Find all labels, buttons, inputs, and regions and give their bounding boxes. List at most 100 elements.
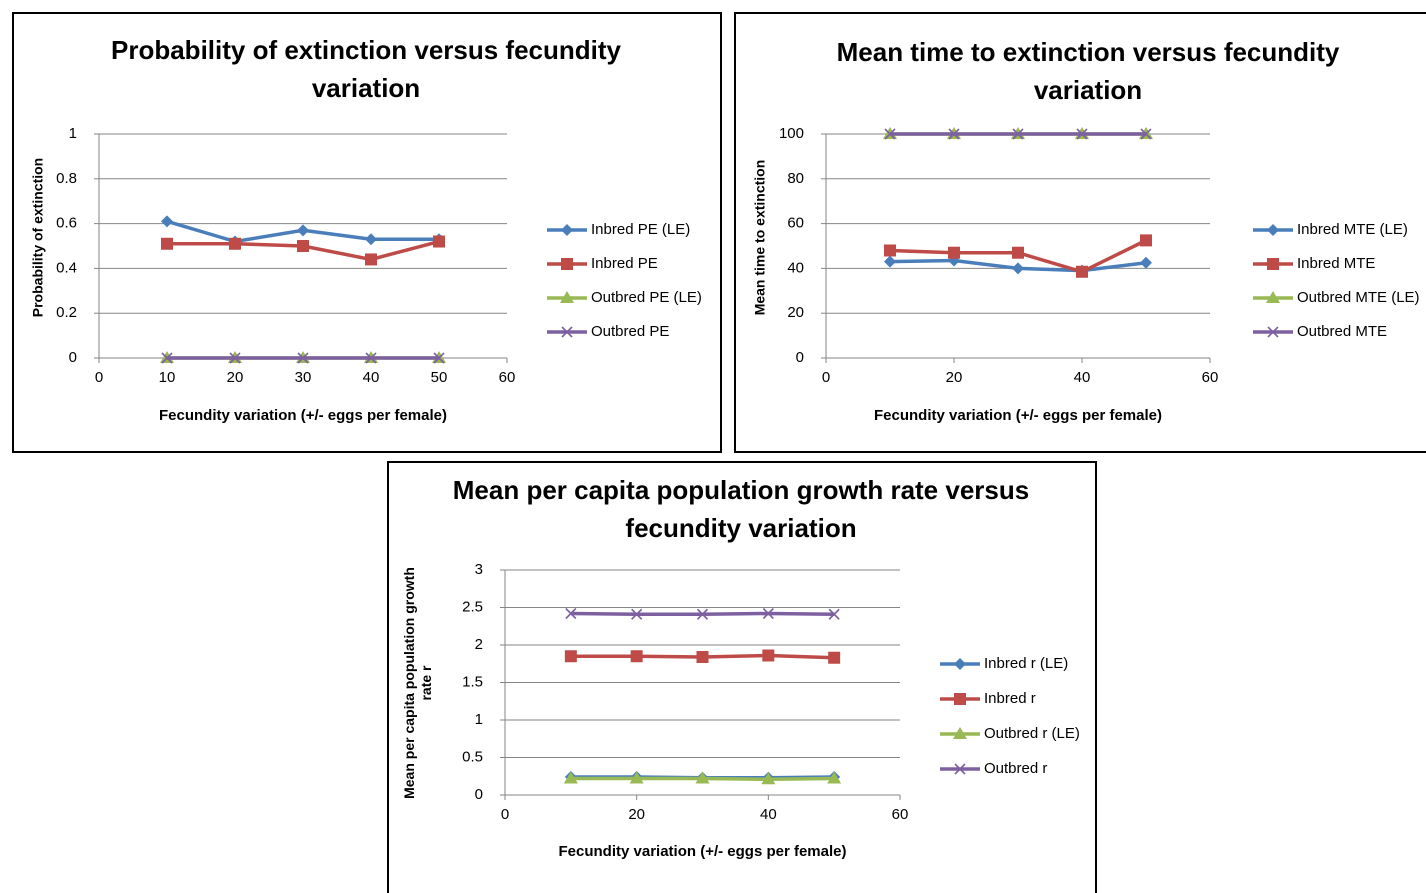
y-tick-label: 0 bbox=[69, 349, 77, 366]
y-tick-label: 0 bbox=[475, 786, 483, 803]
data-point bbox=[1012, 128, 1024, 140]
legend-label: Outbred PE (LE) bbox=[591, 289, 702, 306]
data-point bbox=[365, 233, 377, 246]
x-tick-label: 60 bbox=[1202, 369, 1219, 386]
x-tick-label: 20 bbox=[946, 369, 963, 386]
data-point bbox=[297, 224, 309, 237]
data-point bbox=[565, 607, 577, 620]
data-point bbox=[297, 352, 309, 364]
data-point bbox=[161, 215, 173, 228]
legend-marker bbox=[1267, 258, 1279, 270]
data-point bbox=[1076, 265, 1088, 278]
x-tick-label: 0 bbox=[822, 369, 830, 386]
data-point bbox=[564, 650, 577, 663]
y-tick-label: 0 bbox=[796, 349, 804, 366]
y-tick-label: 3 bbox=[475, 561, 483, 578]
legend-marker bbox=[954, 658, 966, 670]
data-point bbox=[884, 128, 896, 140]
data-point bbox=[761, 772, 776, 785]
data-point bbox=[1140, 256, 1152, 269]
legend-label: Outbred r bbox=[984, 760, 1047, 777]
legend-marker bbox=[560, 291, 574, 303]
data-point bbox=[696, 651, 709, 663]
data-point bbox=[297, 240, 309, 252]
legend-label: Inbred PE bbox=[591, 255, 658, 272]
data-point bbox=[695, 771, 710, 784]
data-point bbox=[365, 253, 377, 266]
x-tick-label: 60 bbox=[499, 369, 516, 386]
data-point bbox=[948, 128, 960, 140]
x-tick-label: 0 bbox=[501, 806, 509, 823]
chart-title: Mean per capita population growth rate v… bbox=[452, 475, 1030, 543]
y-tick-label: 2 bbox=[475, 636, 483, 653]
data-point bbox=[563, 771, 578, 784]
y-tick-label: 20 bbox=[787, 304, 804, 321]
data-point bbox=[827, 771, 842, 784]
x-tick-label: 40 bbox=[363, 369, 380, 386]
legend-marker bbox=[1266, 291, 1280, 303]
y-tick-label: 80 bbox=[787, 170, 804, 187]
legend-label: Inbred r bbox=[984, 690, 1036, 707]
legend-marker bbox=[954, 763, 966, 775]
data-point bbox=[884, 255, 896, 268]
y-tick-label: 1 bbox=[475, 711, 483, 728]
data-point bbox=[828, 608, 840, 620]
legend-label: Inbred MTE (LE) bbox=[1297, 221, 1408, 238]
y-tick-label: 40 bbox=[787, 259, 804, 276]
data-point bbox=[433, 352, 445, 364]
chart-title: Probability of extinction versus fecundi… bbox=[111, 35, 621, 103]
legend-label: Outbred MTE bbox=[1297, 323, 1387, 340]
y-tick-label: 2.5 bbox=[462, 598, 483, 615]
data-point bbox=[828, 651, 841, 664]
legend-label: Inbred PE (LE) bbox=[591, 221, 690, 238]
y-axis-label: Probability of extinction bbox=[29, 157, 46, 318]
legend-marker bbox=[561, 224, 573, 236]
y-tick-label: 100 bbox=[779, 125, 804, 142]
data-point bbox=[229, 237, 241, 250]
data-point bbox=[948, 246, 960, 259]
data-point bbox=[696, 608, 709, 620]
data-point bbox=[229, 352, 241, 364]
data-point bbox=[1140, 234, 1152, 247]
x-tick-label: 20 bbox=[628, 806, 645, 823]
data-point bbox=[630, 650, 643, 663]
y-axis-label: Mean time to extinction bbox=[751, 159, 768, 316]
x-tick-label: 30 bbox=[295, 369, 312, 386]
x-tick-label: 40 bbox=[760, 806, 777, 823]
legend-label: Inbred MTE bbox=[1297, 255, 1375, 272]
data-point bbox=[1012, 246, 1024, 259]
x-tick-label: 10 bbox=[159, 369, 176, 386]
x-tick-label: 20 bbox=[227, 369, 244, 386]
data-point bbox=[433, 235, 445, 248]
y-tick-label: 1.5 bbox=[462, 673, 483, 690]
x-tick-label: 50 bbox=[431, 369, 448, 386]
legend-marker bbox=[1267, 224, 1279, 236]
legend-label: Outbred MTE (LE) bbox=[1297, 289, 1420, 306]
data-point bbox=[161, 352, 173, 364]
x-axis-label: Fecundity variation (+/- eggs per female… bbox=[559, 843, 847, 860]
y-tick-label: 0.2 bbox=[56, 304, 77, 321]
x-axis-label: Fecundity variation (+/- eggs per female… bbox=[874, 407, 1162, 424]
x-tick-label: 60 bbox=[892, 806, 909, 823]
x-tick-label: 0 bbox=[95, 369, 103, 386]
y-tick-label: 60 bbox=[787, 215, 804, 232]
y-tick-label: 1 bbox=[69, 125, 77, 142]
legend-marker bbox=[954, 693, 966, 705]
legend-marker bbox=[561, 258, 573, 270]
data-point bbox=[629, 771, 644, 784]
data-point bbox=[161, 237, 173, 250]
x-tick-label: 40 bbox=[1074, 369, 1091, 386]
legend-label: Inbred r (LE) bbox=[984, 655, 1068, 672]
legend-label: Outbred r (LE) bbox=[984, 725, 1080, 742]
data-point bbox=[1076, 128, 1088, 140]
legend-label: Outbred PE bbox=[591, 323, 669, 340]
legend-marker bbox=[953, 727, 967, 739]
data-point bbox=[1012, 262, 1024, 275]
data-point bbox=[1140, 128, 1152, 140]
data-point bbox=[762, 649, 775, 662]
y-tick-label: 0.8 bbox=[56, 170, 77, 187]
data-point bbox=[762, 607, 774, 620]
y-axis-label: Mean per capita population growth rate r bbox=[401, 566, 434, 799]
